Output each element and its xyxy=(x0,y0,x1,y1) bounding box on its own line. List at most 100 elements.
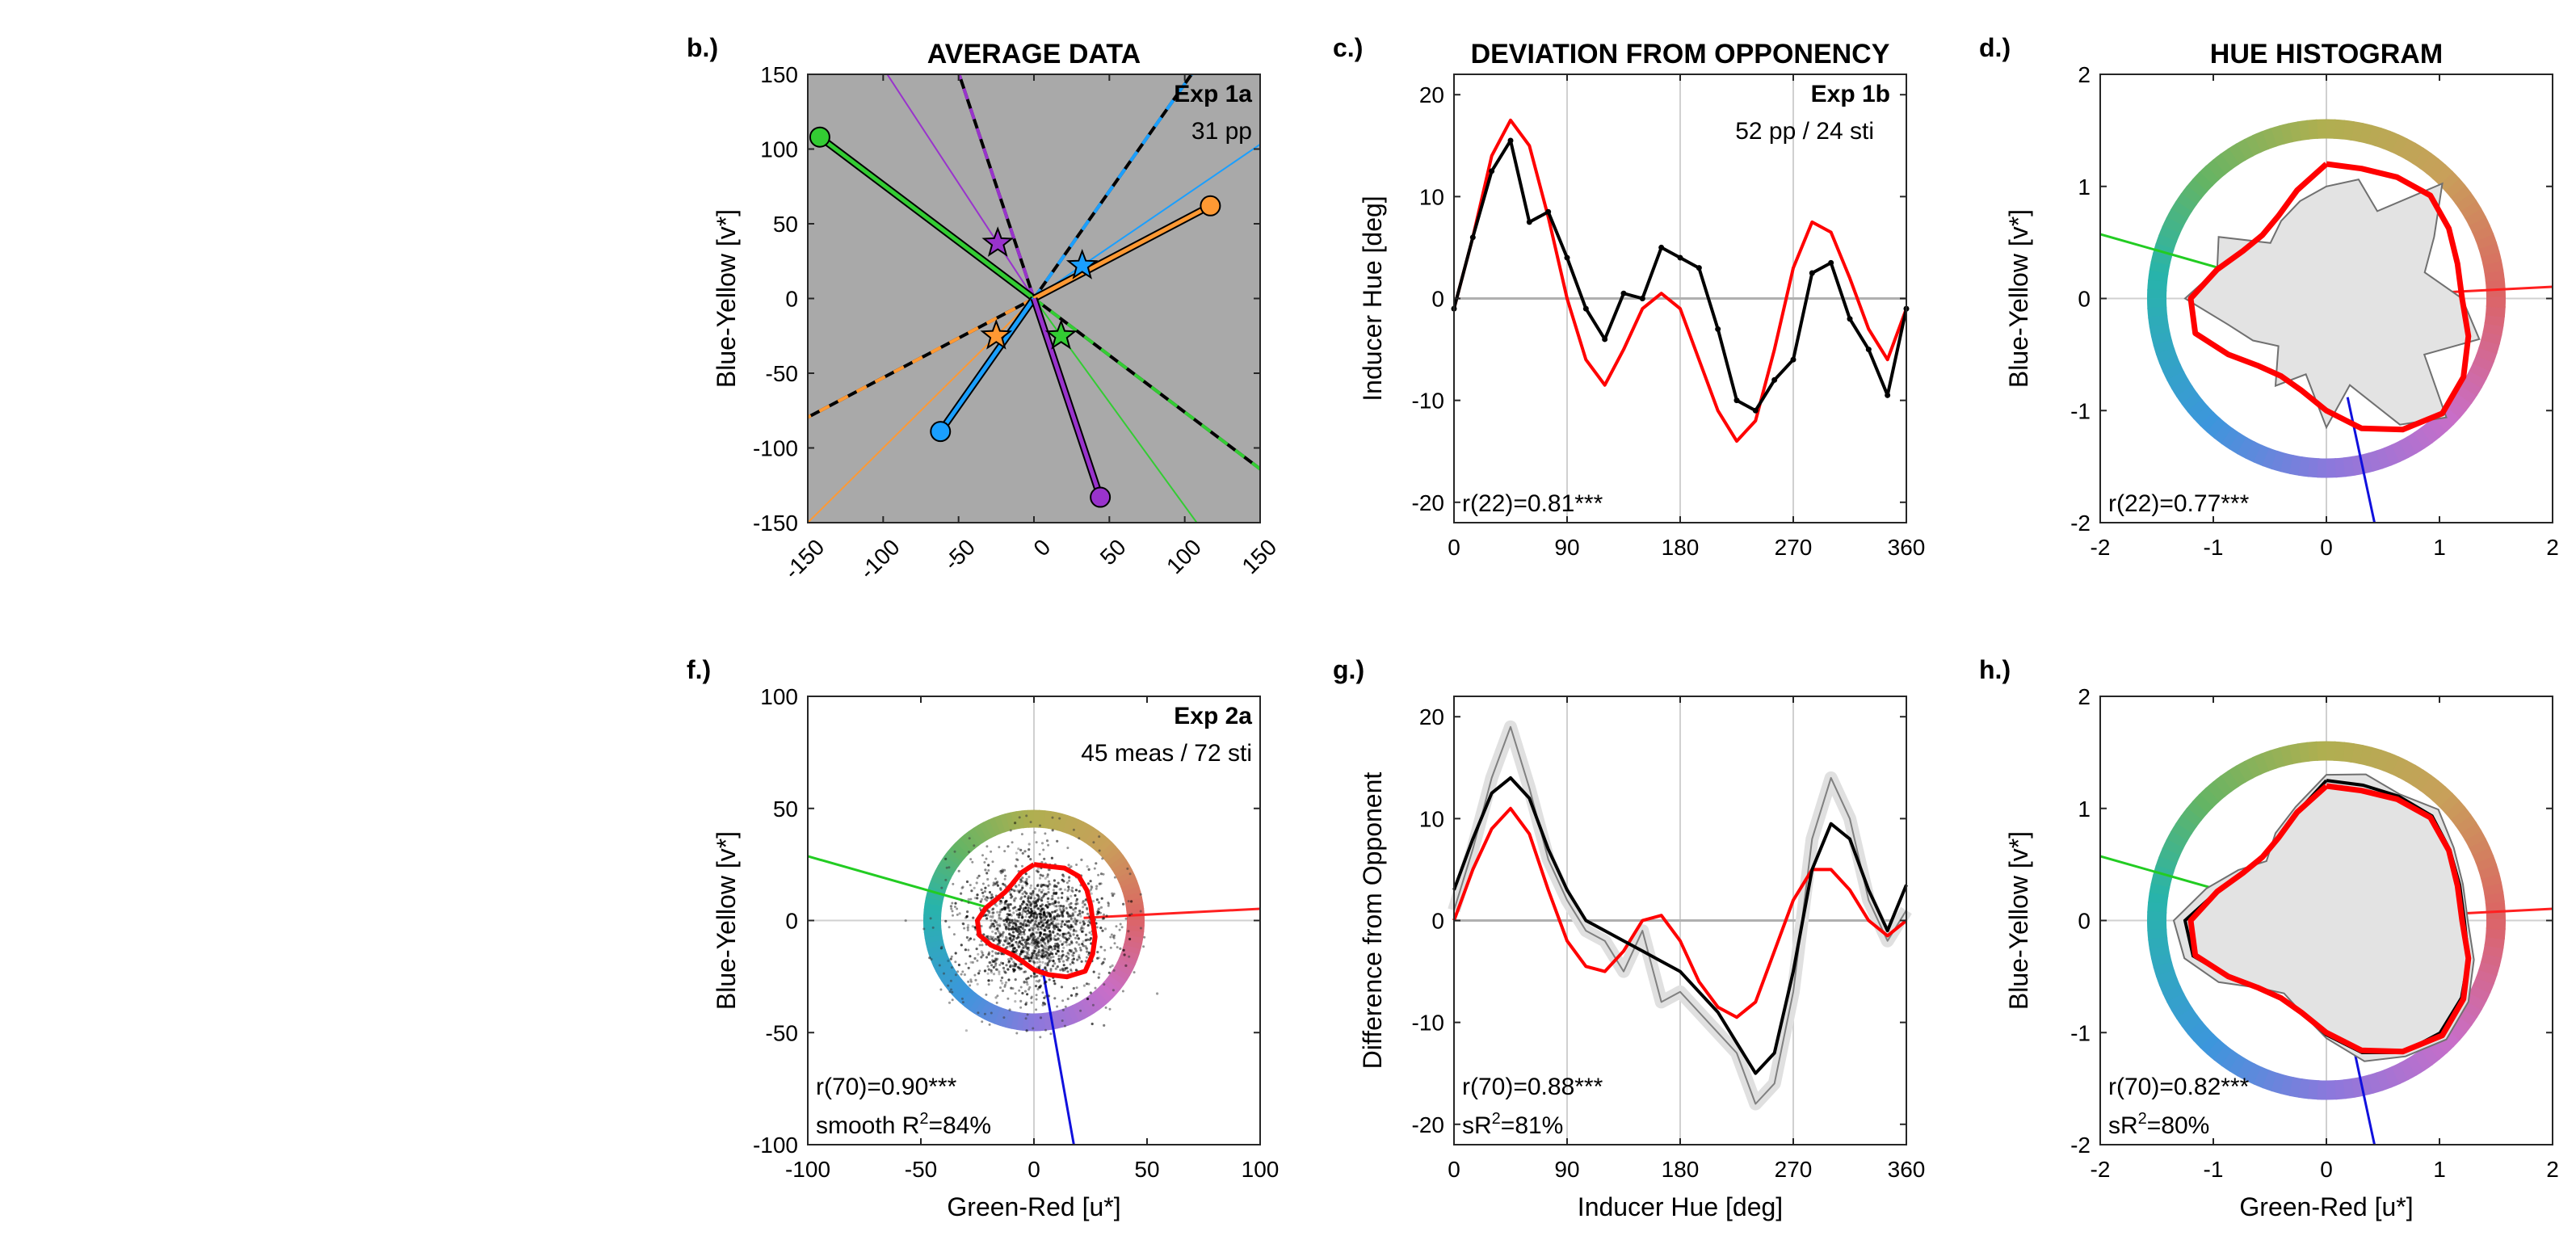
scatter-point xyxy=(1011,841,1014,844)
scatter-point xyxy=(1039,984,1042,987)
hue-ring-segment xyxy=(2305,119,2318,140)
prediction-line xyxy=(808,297,1035,523)
hue-ring-segment xyxy=(1112,966,1131,981)
scatter-point xyxy=(1014,864,1017,868)
scatter-point xyxy=(1069,927,1072,931)
scatter-point xyxy=(1019,942,1023,945)
scatter-point xyxy=(1089,880,1092,883)
scatter-point xyxy=(1000,952,1003,956)
scatter-point xyxy=(1130,913,1133,916)
hue-ring-segment xyxy=(2235,138,2255,161)
scatter-point xyxy=(1086,908,1089,911)
annotation: =80% xyxy=(2147,1112,2210,1139)
scatter-point xyxy=(948,926,951,929)
scatter-point xyxy=(1061,910,1065,914)
scatter-point xyxy=(1034,920,1037,923)
scatter-point xyxy=(971,860,974,864)
scatter-point xyxy=(998,846,1001,849)
scatter-point xyxy=(1060,986,1064,989)
clip-group xyxy=(2100,74,2553,523)
hue-ring-segment xyxy=(2251,131,2270,153)
scatter-point xyxy=(1053,948,1057,951)
hue-ring-segment xyxy=(2162,985,2185,1004)
scatter-point xyxy=(1079,948,1082,952)
hue-ring-segment xyxy=(2187,399,2209,420)
hue-ring-segment xyxy=(1043,1011,1053,1031)
scatter-point xyxy=(956,907,959,910)
scatter-point xyxy=(1026,882,1029,885)
scatter-point xyxy=(1065,940,1068,944)
scatter-point xyxy=(1034,923,1037,926)
scatter-point xyxy=(1023,850,1027,853)
scatter-point xyxy=(1099,945,1103,948)
hue-ring-segment xyxy=(2481,330,2502,345)
scatter-point xyxy=(1074,994,1078,998)
scatter-point xyxy=(1052,965,1055,968)
scatter-point xyxy=(1069,865,1073,868)
scatter-point xyxy=(1017,944,1020,948)
hue-ring-segment xyxy=(2360,452,2375,474)
hue-ring-segment xyxy=(1021,809,1030,829)
series-line xyxy=(1452,118,1908,443)
hue-ring-segment xyxy=(2456,1006,2478,1026)
hue-ring-segment xyxy=(2465,369,2487,389)
hue-ring-segment xyxy=(2170,1000,2193,1020)
scatter-point xyxy=(1027,953,1031,956)
hue-ring-segment xyxy=(2175,815,2197,835)
scatter-point xyxy=(1037,940,1040,944)
scatter-point xyxy=(1073,917,1077,920)
scatter-point xyxy=(1015,940,1018,944)
scatter-point xyxy=(1040,903,1044,906)
hue-ring-segment xyxy=(2389,755,2408,779)
scatter-point xyxy=(967,939,970,942)
scatter-point xyxy=(1067,919,1070,923)
hue-ring-segment xyxy=(2181,392,2204,413)
scatter-point xyxy=(976,893,979,897)
scatter-point xyxy=(985,872,989,875)
hue-ring-segment xyxy=(2366,124,2382,147)
scatter-point xyxy=(1078,921,1082,924)
scatter-point xyxy=(990,1011,993,1015)
hue-ring-segment xyxy=(952,982,969,1000)
scatter-point xyxy=(989,927,992,930)
scatter-point xyxy=(1017,915,1020,918)
scatter-point xyxy=(989,935,993,939)
hue-ring-segment xyxy=(2175,385,2198,406)
scatter-point xyxy=(1000,961,1002,965)
scatter-point xyxy=(1093,867,1096,870)
scatter-point xyxy=(1009,964,1012,967)
scatter-point xyxy=(1054,924,1057,927)
scatter-point xyxy=(987,951,991,954)
scatter-point xyxy=(1057,950,1060,953)
data-point xyxy=(1469,234,1476,241)
scatter-point xyxy=(1001,989,1005,993)
scatter-point xyxy=(1094,986,1097,990)
hue-ring-segment xyxy=(2149,261,2170,275)
scatter-point xyxy=(1036,936,1040,939)
scatter-point xyxy=(961,970,964,973)
scatter-point xyxy=(995,882,998,885)
scatter-point xyxy=(1038,934,1042,938)
hue-ring-segment xyxy=(1079,824,1095,843)
hue-ring-segment xyxy=(2262,448,2279,470)
x-tick-label: 50 xyxy=(1134,1157,1159,1182)
scatter-point xyxy=(1023,970,1027,973)
scatter-point xyxy=(1071,912,1074,915)
x-tick-label: -2 xyxy=(2091,535,2111,560)
scatter-point xyxy=(1014,951,1017,954)
scatter-point xyxy=(1041,991,1044,994)
scatter-point xyxy=(1040,936,1044,939)
hue-ring-segment xyxy=(2180,807,2203,828)
scatter-point xyxy=(1021,991,1024,995)
cardinal-axis-line xyxy=(2427,285,2553,295)
y-axis-label: Blue-Yellow [v*] xyxy=(712,209,741,388)
scatter-point xyxy=(992,911,995,914)
x-tick-label: -100 xyxy=(785,1157,830,1182)
scatter-point xyxy=(1034,927,1037,930)
scatter-point xyxy=(1065,899,1069,902)
scatter-point xyxy=(1126,867,1129,870)
scatter-point xyxy=(1056,1005,1059,1008)
scatter-point xyxy=(1015,858,1018,861)
